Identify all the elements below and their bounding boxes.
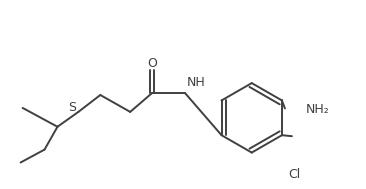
Text: S: S [68, 101, 76, 114]
Text: O: O [147, 57, 157, 70]
Text: Cl: Cl [288, 168, 301, 181]
Text: NH₂: NH₂ [306, 103, 329, 116]
Text: NH: NH [187, 76, 205, 89]
